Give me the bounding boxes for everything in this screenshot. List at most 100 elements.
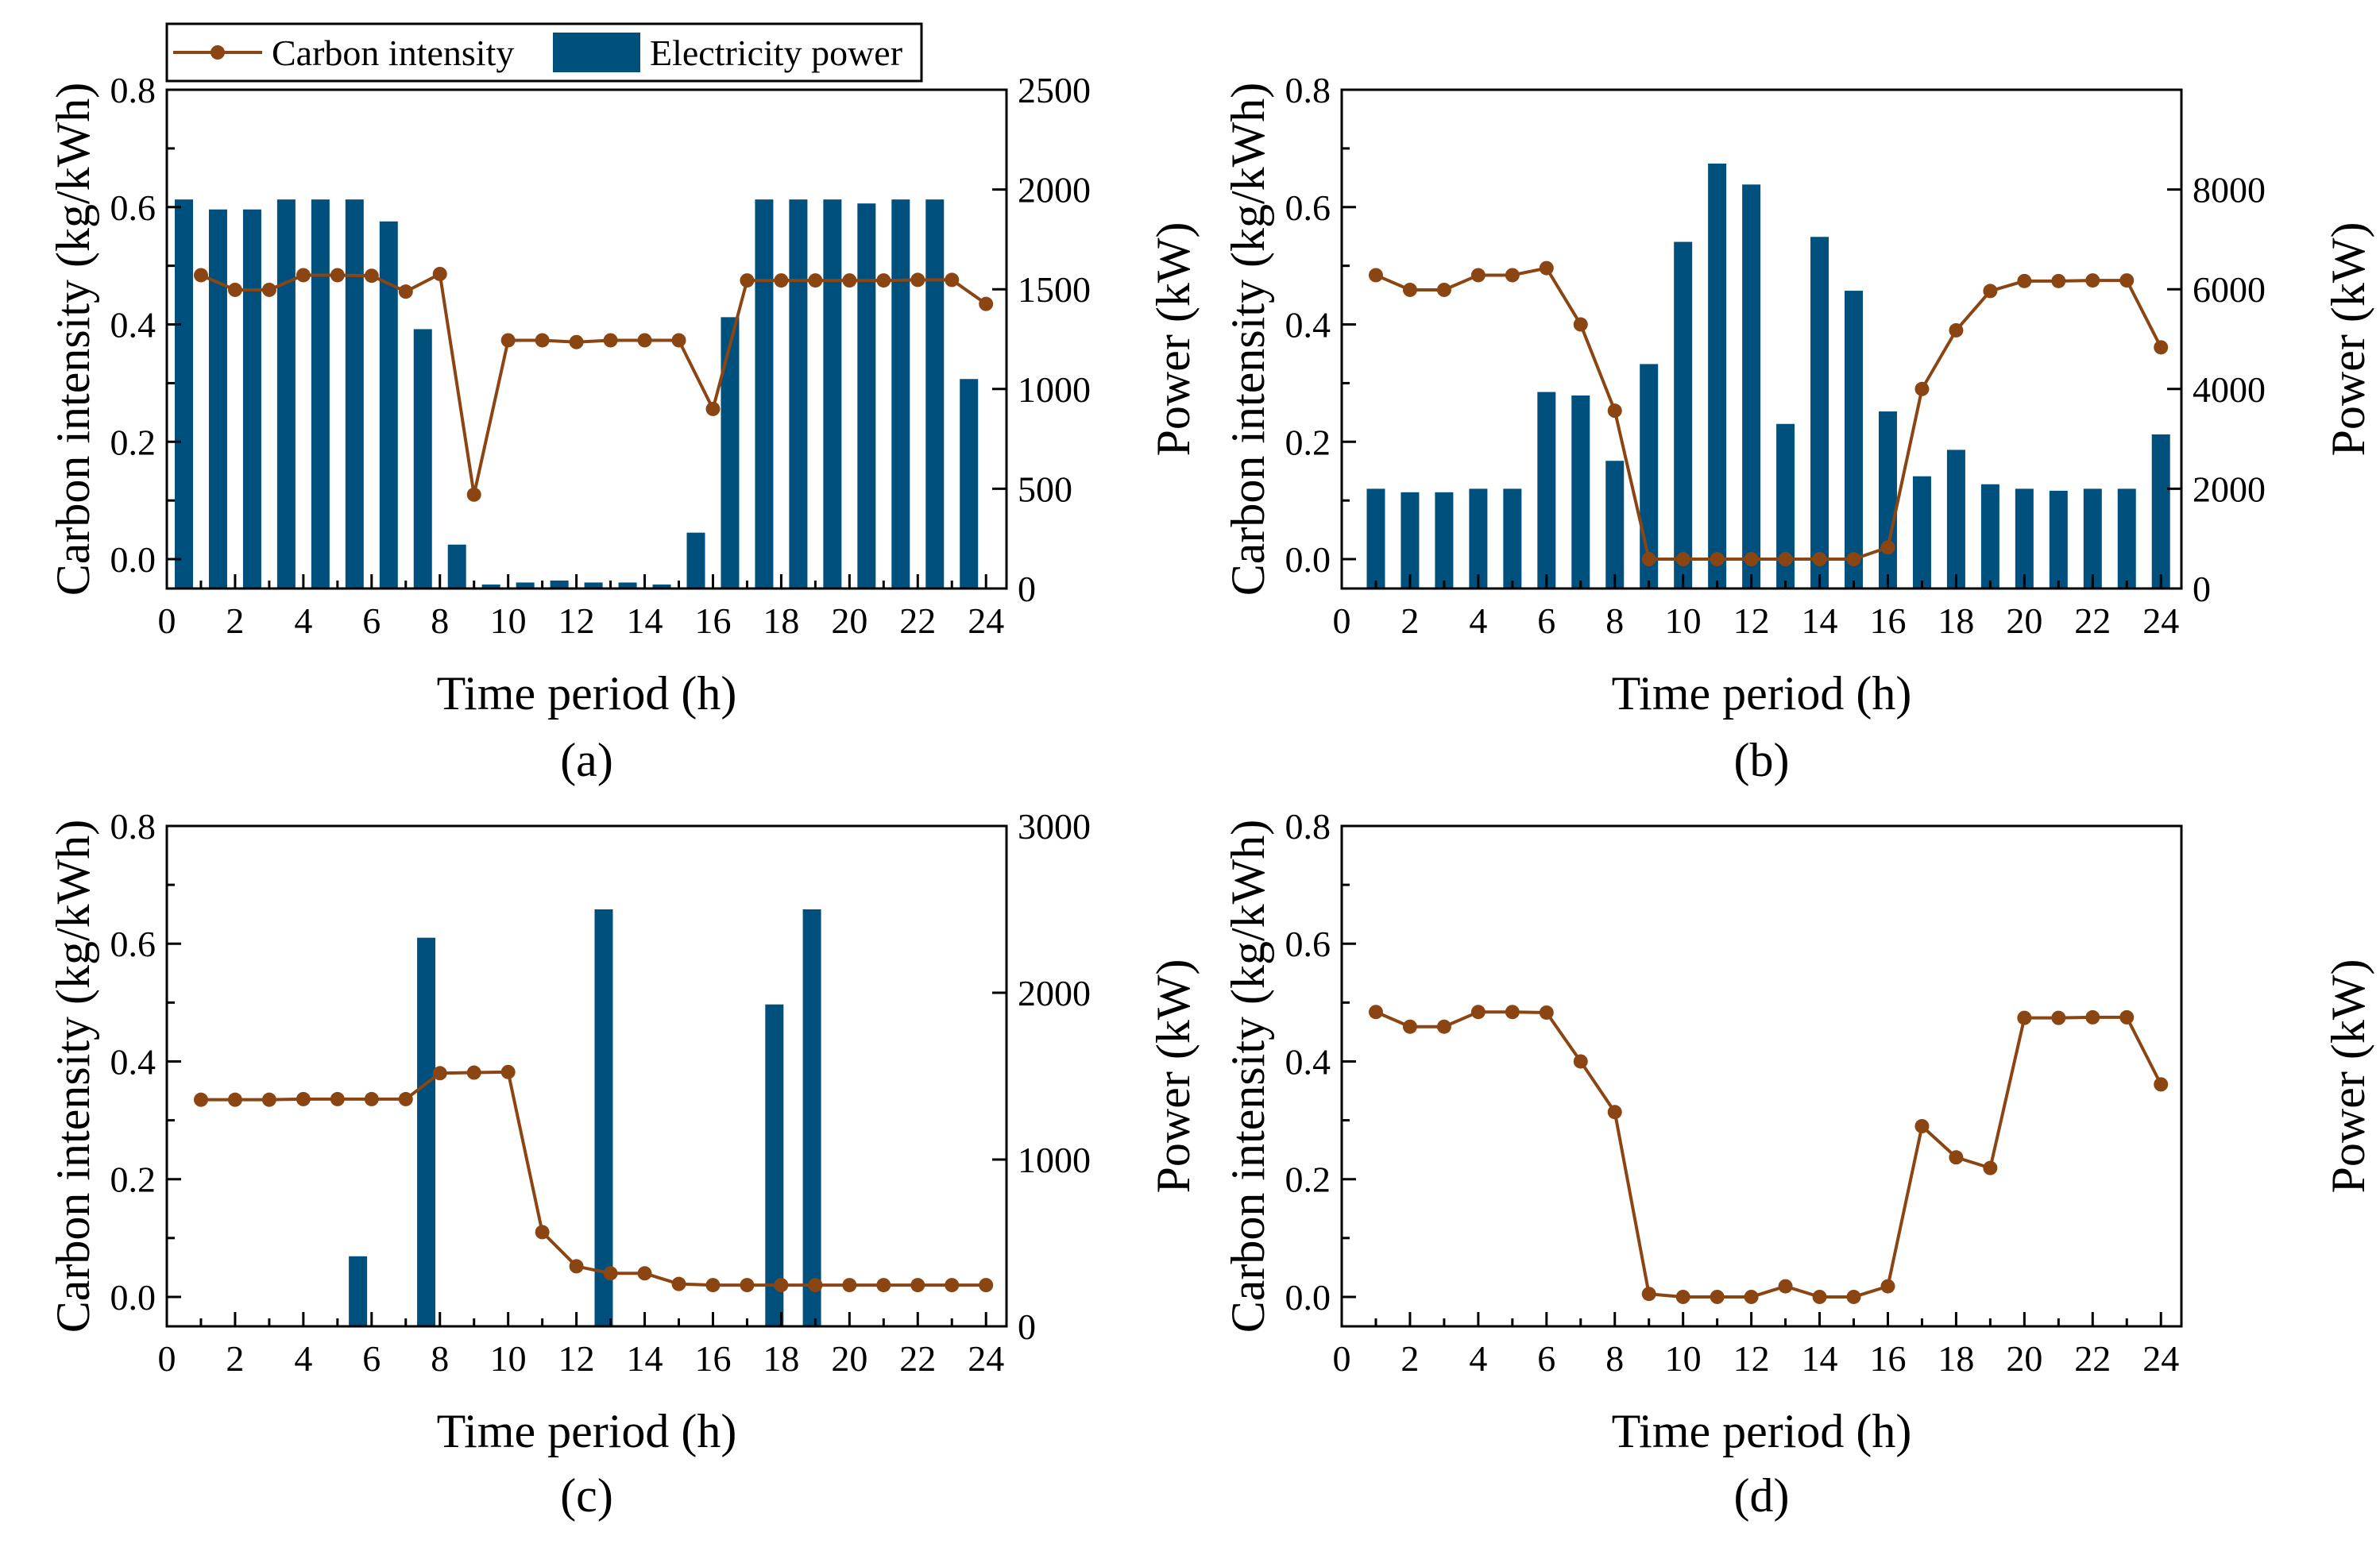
power-bar: [1366, 488, 1385, 589]
power-bar: [765, 1004, 784, 1326]
power-bar: [584, 582, 603, 589]
carbon-intensity-point: [1983, 284, 1998, 299]
y-left-tick-label: 0.6: [1285, 924, 1331, 964]
y-right-tick-label: 0: [1018, 1306, 1036, 1347]
x-tick-label: 18: [1938, 1338, 1974, 1379]
carbon-intensity-point: [671, 1276, 686, 1291]
carbon-intensity-point: [1880, 540, 1895, 555]
carbon-intensity-point: [261, 1092, 276, 1107]
x-tick-label: 22: [2074, 1338, 2111, 1379]
plot-frame: [1340, 824, 2183, 1328]
x-tick-label: 12: [558, 1338, 595, 1379]
power-bar: [721, 317, 740, 589]
power-bar: [447, 544, 466, 589]
power-bar: [2015, 488, 2034, 589]
x-tick-label: 6: [362, 1338, 381, 1379]
y-right-tick-label: 1000: [1018, 1140, 1091, 1180]
power-bar: [1946, 450, 1965, 589]
x-tick-label: 22: [2074, 600, 2111, 641]
y-left-tick-label: 0.6: [110, 924, 156, 964]
legend-bar-swatch: [553, 33, 640, 72]
power-bar: [174, 199, 193, 589]
carbon-intensity-point: [1812, 1289, 1827, 1304]
y-left-axis-label: Carbon intensity (kg/kWh): [47, 820, 99, 1333]
x-tick-label: 4: [294, 1338, 312, 1379]
carbon-intensity-point: [979, 296, 994, 311]
x-axis-label: Time period (h): [437, 667, 737, 720]
carbon-intensity-point: [1983, 1160, 1998, 1175]
power-bar: [1810, 237, 1829, 589]
x-tick-label: 12: [558, 600, 595, 641]
carbon-intensity-point: [1641, 552, 1656, 567]
y-left-tick-label: 0.8: [110, 806, 156, 847]
y-left-tick-label: 0.4: [1285, 1041, 1331, 1082]
x-tick-label: 0: [1333, 1338, 1351, 1379]
carbon-intensity-point: [1505, 268, 1520, 283]
y-left-tick-label: 0.6: [110, 187, 156, 228]
x-tick-label: 2: [226, 600, 244, 641]
carbon-intensity-point: [2085, 273, 2100, 288]
carbon-intensity-point: [808, 1278, 823, 1293]
power-bar: [1708, 163, 1727, 589]
carbon-intensity-point: [740, 273, 755, 288]
y-right-tick-label: 1000: [1018, 369, 1091, 410]
power-bar: [1503, 488, 1522, 589]
carbon-intensity-point: [1436, 1019, 1451, 1034]
x-tick-label: 2: [226, 1338, 244, 1379]
carbon-intensity-point: [1846, 1289, 1861, 1304]
carbon-intensity-point: [1573, 1054, 1588, 1069]
power-bar: [1742, 184, 1761, 589]
panel-label: (a): [560, 734, 613, 786]
x-tick-label: 16: [694, 600, 731, 641]
x-tick-label: 24: [2142, 1338, 2179, 1379]
x-tick-label: 16: [1869, 600, 1906, 641]
x-tick-label: 8: [1605, 600, 1624, 641]
y-left-tick-label: 0.4: [110, 305, 156, 345]
carbon-intensity-point: [1675, 1289, 1690, 1304]
power-bar: [550, 580, 569, 589]
y-left-tick-label: 0.2: [110, 422, 156, 462]
carbon-intensity-point: [2154, 1077, 2169, 1092]
power-bar: [2117, 488, 2136, 589]
x-tick-label: 20: [2006, 1338, 2042, 1379]
y-left-tick-label: 0.4: [110, 1041, 156, 1082]
carbon-intensity-point: [1539, 1005, 1554, 1020]
carbon-intensity-point: [1505, 1005, 1520, 1020]
legend-line-marker: [211, 45, 225, 60]
carbon-intensity-point: [1470, 268, 1486, 283]
power-bar: [345, 199, 364, 589]
x-tick-label: 18: [763, 600, 799, 641]
power-bar: [1776, 423, 1795, 589]
carbon-intensity-point: [2154, 340, 2169, 355]
carbon-intensity-point: [945, 1278, 960, 1293]
carbon-intensity-point: [227, 282, 242, 297]
carbon-intensity-point: [603, 333, 618, 348]
carbon-intensity-point: [774, 1278, 789, 1293]
x-tick-label: 16: [694, 1338, 731, 1379]
power-bar: [960, 379, 979, 589]
power-bar: [1605, 461, 1625, 589]
carbon-intensity-point: [1675, 552, 1690, 567]
power-bar: [2151, 434, 2170, 589]
carbon-intensity-point: [1914, 1119, 1930, 1133]
x-axis-label: Time period (h): [437, 1405, 737, 1457]
x-tick-label: 18: [763, 1338, 799, 1379]
carbon-intensity-point: [842, 273, 857, 288]
y-left-axis-label: Carbon intensity (kg/kWh): [1222, 820, 1274, 1333]
power-bar: [311, 199, 330, 589]
x-tick-label: 14: [627, 1338, 663, 1379]
carbon-intensity-point: [364, 268, 379, 284]
panel-b: 0 2 4 6 8 10 12 14 16 18 20 22 240.00.20.40.60.80200…: [1222, 70, 2374, 786]
carbon-intensity-point: [1744, 1289, 1759, 1304]
power-bar: [1571, 395, 1590, 589]
x-tick-label: 4: [1469, 600, 1487, 641]
y-right-axis-label: Power (kW): [2322, 959, 2374, 1194]
carbon-intensity-point: [1914, 381, 1930, 396]
y-left-tick-label: 0.8: [110, 70, 156, 110]
y-left-tick-label: 0.4: [1285, 305, 1331, 345]
legend-bar-label: Electricity power: [650, 33, 902, 73]
legend-box: [165, 22, 923, 83]
y-right-tick-label: 6000: [2193, 269, 2266, 310]
y-left-axis-label: Carbon intensity (kg/kWh): [1222, 83, 1274, 596]
y-right-tick-label: 2000: [1018, 170, 1091, 210]
